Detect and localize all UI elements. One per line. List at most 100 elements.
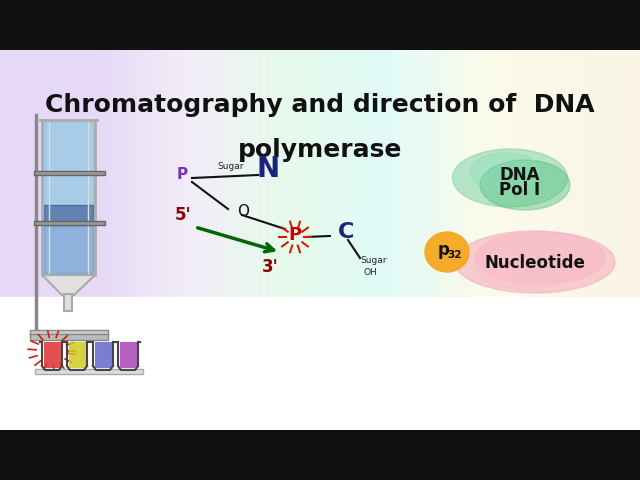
Bar [6, 50, 7, 297]
Bar [337, 50, 338, 297]
Bar [516, 50, 517, 297]
Bar [84, 50, 85, 297]
Bar [35, 50, 36, 297]
Bar [496, 50, 497, 297]
Bar [44, 205, 93, 225]
Bar [401, 50, 402, 297]
Bar [475, 50, 476, 297]
Bar [113, 50, 114, 297]
Bar [549, 50, 550, 297]
Bar [183, 50, 184, 297]
Bar [62, 50, 63, 297]
Bar [47, 50, 48, 297]
Bar [25, 50, 26, 297]
Bar [418, 50, 419, 297]
Bar [110, 50, 111, 297]
Bar [365, 50, 366, 297]
Bar [489, 50, 490, 297]
Bar [66, 50, 67, 297]
Bar [290, 50, 291, 297]
Bar [294, 50, 295, 297]
Bar [309, 50, 310, 297]
Bar [515, 50, 516, 297]
Bar [137, 50, 138, 297]
Bar [120, 50, 121, 297]
Bar [431, 50, 432, 297]
Bar [39, 50, 40, 297]
Bar [146, 50, 147, 297]
Bar [18, 50, 19, 297]
Bar [89, 50, 90, 297]
Bar [197, 50, 198, 297]
Bar [274, 50, 275, 297]
Bar [129, 50, 130, 297]
Bar [600, 50, 601, 297]
Bar [7, 50, 8, 297]
Bar [34, 50, 35, 297]
Polygon shape [42, 275, 95, 295]
Bar [536, 50, 537, 297]
Bar [490, 50, 491, 297]
Bar [402, 50, 403, 297]
Bar [333, 50, 334, 297]
Bar [193, 50, 194, 297]
Bar [566, 50, 567, 297]
Bar [242, 50, 243, 297]
Bar [0, 297, 640, 430]
Bar [130, 50, 131, 297]
Bar [421, 50, 422, 297]
Bar [161, 50, 162, 297]
Bar [625, 50, 626, 297]
Bar [375, 50, 376, 297]
Bar [595, 50, 596, 297]
Bar [419, 50, 420, 297]
Bar [519, 50, 520, 297]
Bar [529, 50, 530, 297]
Bar [350, 50, 351, 297]
Text: Chromatography and direction of  DNA: Chromatography and direction of DNA [45, 93, 595, 117]
Bar [451, 50, 452, 297]
Bar [405, 50, 406, 297]
Bar [265, 50, 266, 297]
Bar [441, 50, 442, 297]
Bar [469, 50, 470, 297]
Text: Sugar: Sugar [218, 161, 244, 170]
Bar [438, 50, 439, 297]
Bar [154, 50, 155, 297]
Bar [94, 50, 95, 297]
Bar [423, 50, 424, 297]
Bar [36, 50, 37, 297]
Bar [323, 50, 324, 297]
Bar [134, 50, 135, 297]
Bar [27, 50, 28, 297]
Bar [122, 50, 123, 297]
Bar [562, 50, 563, 297]
Bar [584, 50, 585, 297]
Bar [188, 50, 189, 297]
Bar [533, 50, 534, 297]
Bar [140, 50, 141, 297]
Bar [5, 50, 6, 297]
Bar [545, 50, 546, 297]
Ellipse shape [425, 232, 469, 272]
Bar [11, 50, 12, 297]
Bar [391, 50, 392, 297]
Bar [57, 50, 58, 297]
Bar [109, 50, 110, 297]
Bar [458, 50, 459, 297]
Bar [276, 50, 277, 297]
Bar [75, 50, 76, 297]
Bar [310, 50, 311, 297]
Bar [312, 50, 313, 297]
Bar [49, 50, 50, 297]
Bar [567, 50, 568, 297]
Bar [211, 50, 212, 297]
Bar [195, 50, 196, 297]
Bar [19, 50, 20, 297]
Bar [632, 50, 633, 297]
Bar [468, 50, 469, 297]
Bar [361, 50, 362, 297]
Bar [481, 50, 482, 297]
Bar [472, 50, 473, 297]
Bar [213, 50, 214, 297]
